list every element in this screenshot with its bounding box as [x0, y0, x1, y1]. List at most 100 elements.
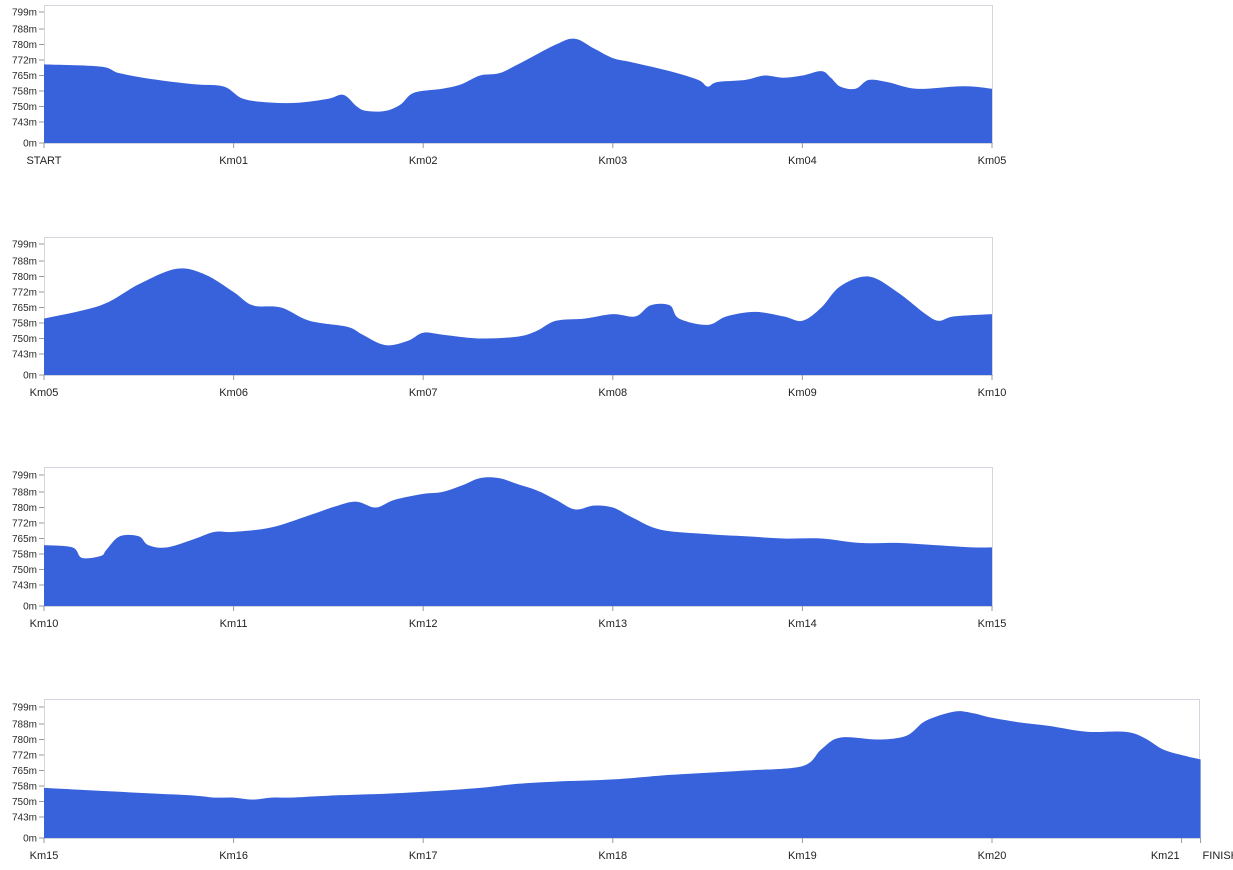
y-tick-label: 0m: [23, 834, 37, 845]
elevation-point-36: [896, 542, 898, 544]
y-tick-label: 750m: [12, 565, 37, 576]
y-tick-label: 772m: [12, 519, 37, 530]
y-tick-label: 780m: [12, 503, 37, 514]
elevation-point-12: [366, 110, 368, 112]
x-tick-label: FINISH: [1203, 850, 1233, 862]
elevation-point-11: [385, 793, 387, 795]
elevation-point-36: [953, 316, 955, 318]
elevation-point-26: [574, 509, 576, 511]
elevation-chart-2: 0m 743m 750m 758m 765m 772m 780m 788m 799m Km05 Km…: [12, 237, 1006, 399]
elevation-point-4: [106, 549, 108, 551]
elevation-point-6: [138, 536, 140, 538]
elevation-point-30: [1048, 725, 1050, 727]
elevation-area: [44, 711, 1201, 838]
elevation-point-21: [479, 477, 481, 479]
elevation-point-16: [441, 88, 443, 90]
elevation-point-36: [1200, 759, 1202, 761]
elevation-point-17: [460, 84, 462, 86]
y-tick-label: 743m: [12, 118, 37, 129]
elevation-point-20: [612, 313, 614, 315]
elevation-point-43: [991, 88, 993, 90]
elevation-point-7: [271, 102, 273, 104]
elevation-point-12: [422, 791, 424, 793]
y-tick-label: 758m: [12, 319, 37, 330]
elevation-point-30: [745, 79, 747, 81]
elevation-area: [44, 477, 992, 606]
y-tick-label: 765m: [12, 534, 37, 545]
elevation-point-26: [726, 316, 728, 318]
y-tick-label: 772m: [12, 751, 37, 762]
elevation-point-23: [877, 739, 879, 741]
y-tick-label: 750m: [12, 334, 37, 345]
elevation-point-19: [745, 770, 747, 772]
elevation-point-16: [517, 336, 519, 338]
elevation-point-15: [356, 501, 358, 503]
elevation-point-9: [347, 326, 349, 328]
elevation-point-21: [635, 316, 637, 318]
elevation-point-19: [498, 73, 500, 75]
elevation-point-28: [707, 86, 709, 88]
elevation-point-31: [764, 75, 766, 77]
elevation-point-20: [460, 485, 462, 487]
y-tick-label: 765m: [12, 303, 37, 314]
elevation-chart-4: 0m 743m 750m 758m 765m 772m 780m 788m 799m Km15 Km…: [12, 699, 1233, 862]
elevation-point-3: [100, 555, 102, 557]
elevation-point-38: [868, 79, 870, 81]
elevation-point-23: [517, 484, 519, 486]
elevation-point-17: [536, 330, 538, 332]
x-tick-label: Km06: [219, 387, 248, 399]
x-tick-label: Km12: [409, 618, 438, 630]
y-tick-label: 788m: [12, 488, 37, 499]
elevation-point-24: [612, 57, 614, 59]
elevation-point-22: [840, 737, 842, 739]
elevation-point-39: [991, 547, 993, 549]
y-tick-label: 780m: [12, 40, 37, 51]
elevation-point-3: [176, 268, 178, 270]
elevation-point-27: [972, 712, 974, 714]
x-tick-label: Km11: [220, 618, 248, 630]
x-tick-label: Km03: [598, 155, 627, 167]
elevation-point-20: [517, 64, 519, 66]
x-tick-label: Km07: [409, 387, 438, 399]
elevation-point-34: [925, 313, 927, 315]
y-tick-label: 788m: [12, 720, 37, 731]
elevation-point-14: [400, 104, 402, 106]
elevation-point-10: [214, 531, 216, 533]
elevation-point-31: [707, 533, 709, 535]
elevation-point-35: [1181, 754, 1183, 756]
elevation-point-25: [631, 61, 633, 63]
elevation-point-21: [821, 748, 823, 750]
elevation-point-12: [271, 527, 273, 529]
elevation-point-6: [242, 98, 244, 100]
elevation-point-24: [678, 318, 680, 320]
y-tick-label: 799m: [12, 703, 37, 714]
elevation-point-19: [441, 491, 443, 493]
elevation-point-41: [953, 86, 955, 88]
x-tick-label: Km05: [30, 387, 59, 399]
elevation-point-23: [669, 305, 671, 307]
x-tick-label: Km09: [788, 387, 817, 399]
x-tick-label: Km01: [219, 155, 248, 167]
elevation-point-36: [840, 86, 842, 88]
y-tick-label: 743m: [12, 350, 37, 361]
elevation-point-16: [612, 779, 614, 781]
elevation-point-2: [81, 557, 83, 559]
y-tick-label: 743m: [12, 581, 37, 592]
elevation-point-37: [991, 313, 993, 315]
x-tick-label: Km18: [598, 850, 627, 862]
y-tick-label: 799m: [12, 240, 37, 251]
elevation-point-3: [157, 79, 159, 81]
elevation-point-25: [555, 499, 557, 501]
elevation-point-12: [407, 340, 409, 342]
elevation-point-5: [223, 86, 225, 88]
elevation-point-1: [100, 66, 102, 68]
elevation-point-4: [195, 84, 197, 86]
elevation-point-22: [574, 38, 576, 40]
elevation-point-32: [1124, 731, 1126, 733]
elevation-point-21: [555, 44, 557, 46]
elevation-point-32: [745, 536, 747, 538]
elevation-point-18: [422, 493, 424, 495]
y-tick-label: 758m: [12, 87, 37, 98]
elevation-point-0: [43, 64, 45, 66]
x-tick-label: Km17: [409, 850, 438, 862]
